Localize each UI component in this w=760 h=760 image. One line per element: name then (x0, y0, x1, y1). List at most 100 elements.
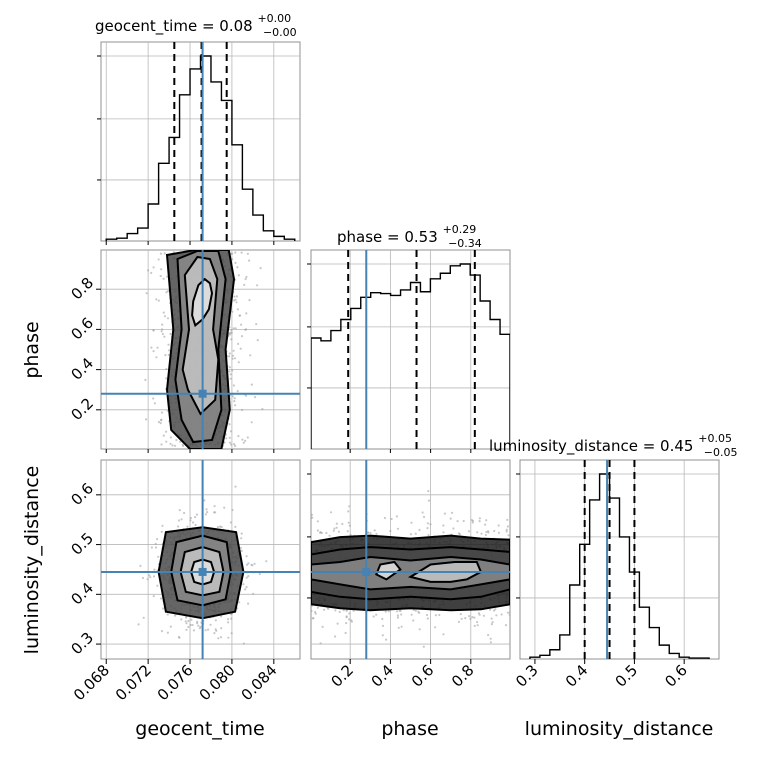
sample-point (256, 284, 259, 287)
sample-point (336, 622, 339, 625)
sample-point (160, 411, 164, 414)
sample-point (228, 370, 231, 373)
sample-point (250, 563, 253, 566)
sample-point (240, 335, 244, 338)
sample-point (456, 520, 459, 523)
sample-point (167, 353, 170, 356)
panel-frame (519, 459, 720, 660)
sample-point (189, 519, 192, 522)
sample-point (199, 625, 202, 628)
sample-point (384, 610, 387, 613)
sample-point (329, 511, 333, 514)
y-tick-label: 0.5 (67, 529, 97, 559)
sample-point (316, 520, 319, 523)
sample-point (239, 347, 242, 350)
sample-point (184, 620, 187, 623)
sample-point (476, 624, 479, 627)
sample-point (241, 408, 244, 412)
sample-point (245, 576, 248, 579)
sample-point (190, 618, 193, 621)
sample-point (174, 614, 177, 617)
sample-point (163, 252, 166, 255)
sample-point (247, 575, 250, 578)
sample-point (471, 616, 474, 619)
sample-point (345, 609, 348, 613)
histogram-panel-luminosity-distance (520, 460, 719, 659)
sample-point (325, 531, 328, 535)
sample-point (400, 613, 403, 616)
sample-point (150, 346, 153, 349)
sample-point (191, 623, 194, 627)
sample-point (169, 332, 172, 336)
contour-line (157, 526, 245, 620)
sample-point (321, 625, 324, 629)
sample-point (442, 633, 445, 636)
x-tick-label: 0.3 (512, 661, 542, 691)
sample-point (493, 609, 496, 612)
sample-point (154, 546, 158, 549)
contour-line (165, 250, 236, 449)
sample-point (231, 395, 234, 398)
sample-point (316, 529, 319, 532)
sample-point (216, 525, 219, 529)
sample-point (231, 258, 234, 261)
sample-point (247, 562, 250, 565)
sample-point (177, 635, 181, 639)
sample-point (234, 327, 237, 330)
sample-point (245, 394, 248, 397)
sample-point (399, 609, 402, 613)
y-tick-label: 0.2 (67, 394, 97, 424)
sample-point (228, 352, 231, 355)
sample-point (232, 327, 235, 330)
sample-point (426, 617, 429, 620)
sample-point (345, 616, 348, 619)
sample-point (233, 397, 236, 400)
sample-point (148, 574, 151, 577)
sample-point (241, 438, 244, 441)
x-tick-label: 0.8 (448, 661, 478, 691)
x-tick-label: 0.4 (562, 661, 592, 691)
sample-point (478, 520, 481, 523)
sample-point (460, 617, 463, 620)
sample-point (230, 331, 233, 334)
sample-point (203, 499, 206, 502)
sample-point (390, 517, 393, 521)
sample-point (242, 642, 245, 645)
sample-point (137, 623, 140, 626)
sample-point (233, 357, 237, 360)
sample-point (152, 595, 155, 598)
sample-point (152, 350, 155, 353)
sample-point (459, 613, 462, 616)
sample-point (246, 436, 249, 439)
sample-point (159, 422, 162, 425)
sample-point (152, 575, 156, 578)
sample-point (462, 519, 465, 523)
sample-point (183, 511, 186, 515)
sample-point (422, 515, 426, 519)
x-tick-label: 0.084 (238, 661, 281, 704)
xlabel-geocent-time: geocent_time (135, 718, 264, 740)
sample-point (159, 252, 162, 255)
sample-point (237, 361, 240, 364)
sample-point (395, 515, 398, 518)
sample-point (469, 617, 472, 621)
sample-point (464, 617, 467, 620)
title-luminosity-distance: luminosity_distance = 0.45 +0.05 −0.05 (489, 428, 737, 459)
y-tick-label: 0.8 (67, 274, 97, 304)
sample-point (438, 613, 441, 617)
sample-point (162, 607, 165, 610)
sample-point (195, 513, 199, 516)
sample-point (227, 621, 230, 624)
sample-point (490, 617, 493, 620)
x-tick-label: 0.2 (327, 661, 357, 691)
contour-line (311, 555, 510, 591)
sample-point (457, 620, 460, 624)
sample-point (156, 346, 159, 349)
sample-point (166, 631, 169, 634)
sample-point (265, 560, 268, 563)
sample-point (232, 384, 235, 387)
sample-point (333, 527, 336, 530)
sample-point (414, 609, 417, 612)
title-geocent-time: geocent_time = 0.08 +0.00 −0.00 (95, 8, 297, 39)
histogram-panel-geocent-time (101, 42, 300, 241)
